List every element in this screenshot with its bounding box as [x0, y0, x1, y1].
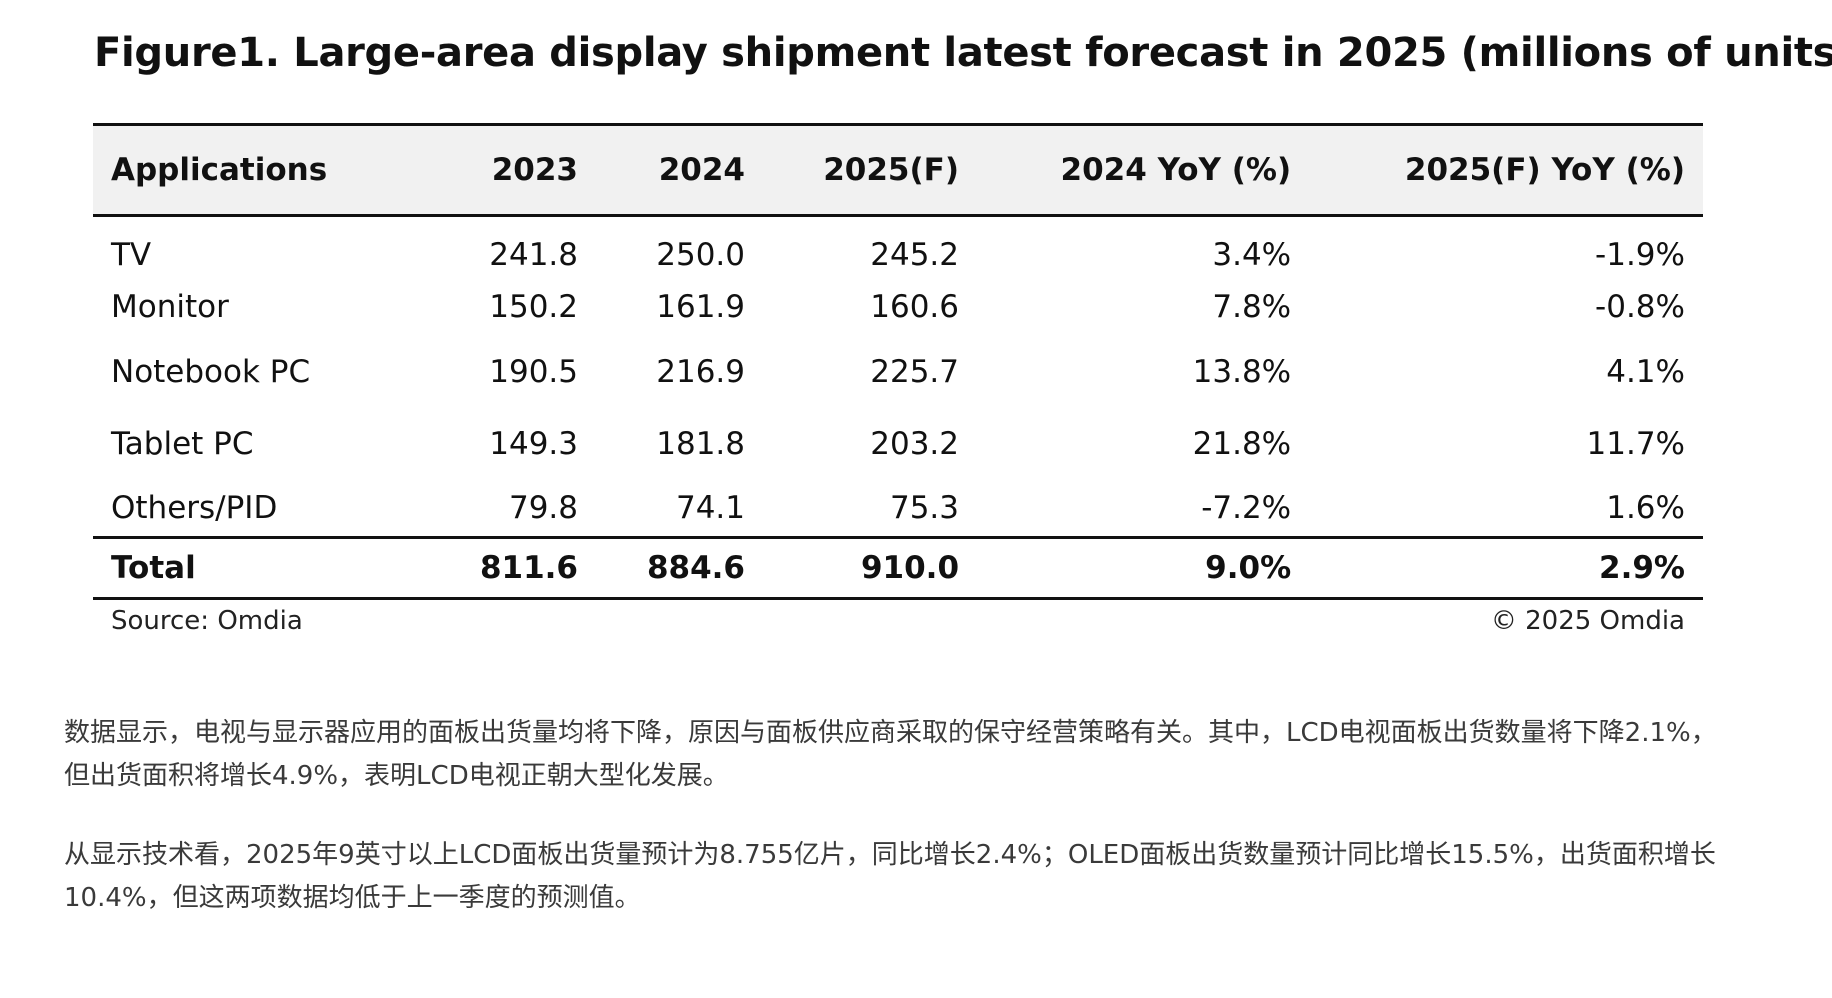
- cell-value: -0.8%: [1595, 288, 1685, 325]
- header-2023: 2023: [491, 152, 578, 188]
- cell-value: 161.9: [656, 288, 745, 325]
- cell-value: 21.8%: [1192, 425, 1292, 462]
- header-2024-yoy: 2024 YoY (%): [1060, 152, 1292, 188]
- article-paragraph-2: 从显示技术看，2025年9英寸以上LCD面板出货量预计为8.755亿片，同比增长…: [64, 840, 1716, 913]
- shipment-table-container: Applications 2023 2024 2025(F) 2024 YoY …: [93, 123, 1703, 600]
- cell-total-value: 884.6: [646, 550, 745, 586]
- cell-value: 7.8%: [1212, 288, 1292, 325]
- article-paragraph-1: 数据显示，电视与显示器应用的面板出货量均将下降，原因与面板供应商采取的保守经营策…: [64, 718, 1717, 791]
- cell-application: Monitor: [111, 288, 229, 325]
- copyright-label: © 2025 Omdia: [1490, 606, 1685, 636]
- cell-value: 225.7: [870, 353, 960, 390]
- header-2025f: 2025(F): [823, 152, 960, 188]
- cell-value: 150.2: [489, 288, 578, 325]
- table-row-total: Total 811.6 884.6 910.0 9.0% 2.9%: [93, 537, 1703, 599]
- cell-total-value: 811.6: [479, 550, 578, 586]
- cell-value: 1.6%: [1606, 489, 1685, 526]
- cell-application: Notebook PC: [111, 353, 311, 390]
- cell-value: 181.8: [656, 425, 745, 462]
- header-2024: 2024: [658, 152, 745, 188]
- cell-value: 245.2: [870, 237, 960, 274]
- cell-value: 3.4%: [1212, 237, 1292, 274]
- header-applications: Applications: [111, 152, 328, 188]
- table-row-others-pid: Others/PID 79.8 74.1 75.3 -7.2% 1.6%: [93, 480, 1703, 538]
- cell-value: 250.0: [656, 237, 745, 274]
- source-label: Source: Omdia: [111, 606, 303, 636]
- table-row-monitor: Monitor 150.2 161.9 160.6 7.8% -0.8%: [93, 278, 1703, 336]
- figure-title: Figure1. Large-area display shipment lat…: [94, 30, 1832, 76]
- cell-value: 241.8: [489, 237, 578, 274]
- cell-value: 74.1: [675, 489, 745, 526]
- cell-application: Others/PID: [111, 489, 278, 526]
- cell-value: 160.6: [870, 288, 960, 325]
- shipment-forecast-table: Applications 2023 2024 2025(F) 2024 YoY …: [93, 123, 1703, 600]
- table-row-tv: TV 241.8 250.0 245.2 3.4% -1.9%: [93, 216, 1703, 278]
- cell-value: 216.9: [656, 353, 745, 390]
- cell-value: 4.1%: [1606, 353, 1685, 390]
- cell-value: 11.7%: [1586, 425, 1685, 462]
- table-header-row: Applications 2023 2024 2025(F) 2024 YoY …: [93, 124, 1703, 216]
- header-2025f-yoy: 2025(F) YoY (%): [1404, 152, 1685, 188]
- cell-application: Tablet PC: [111, 425, 254, 462]
- cell-value: 79.8: [508, 489, 578, 526]
- cell-total-value: 910.0: [860, 550, 960, 586]
- cell-value: -7.2%: [1201, 489, 1292, 526]
- cell-total-label: Total: [111, 550, 196, 586]
- cell-value: 190.5: [489, 353, 578, 390]
- cell-total-value: 2.9%: [1599, 550, 1685, 586]
- table-row-notebook-pc: Notebook PC 190.5 216.9 225.7 13.8% 4.1%: [93, 336, 1703, 408]
- cell-value: -1.9%: [1595, 237, 1685, 274]
- cell-application: TV: [111, 237, 152, 274]
- cell-value: 13.8%: [1192, 353, 1292, 390]
- cell-value: 149.3: [489, 425, 578, 462]
- cell-value: 75.3: [889, 489, 960, 526]
- table-row-tablet-pc: Tablet PC 149.3 181.8 203.2 21.8% 11.7%: [93, 408, 1703, 480]
- cell-total-value: 9.0%: [1205, 550, 1292, 586]
- cell-value: 203.2: [870, 425, 960, 462]
